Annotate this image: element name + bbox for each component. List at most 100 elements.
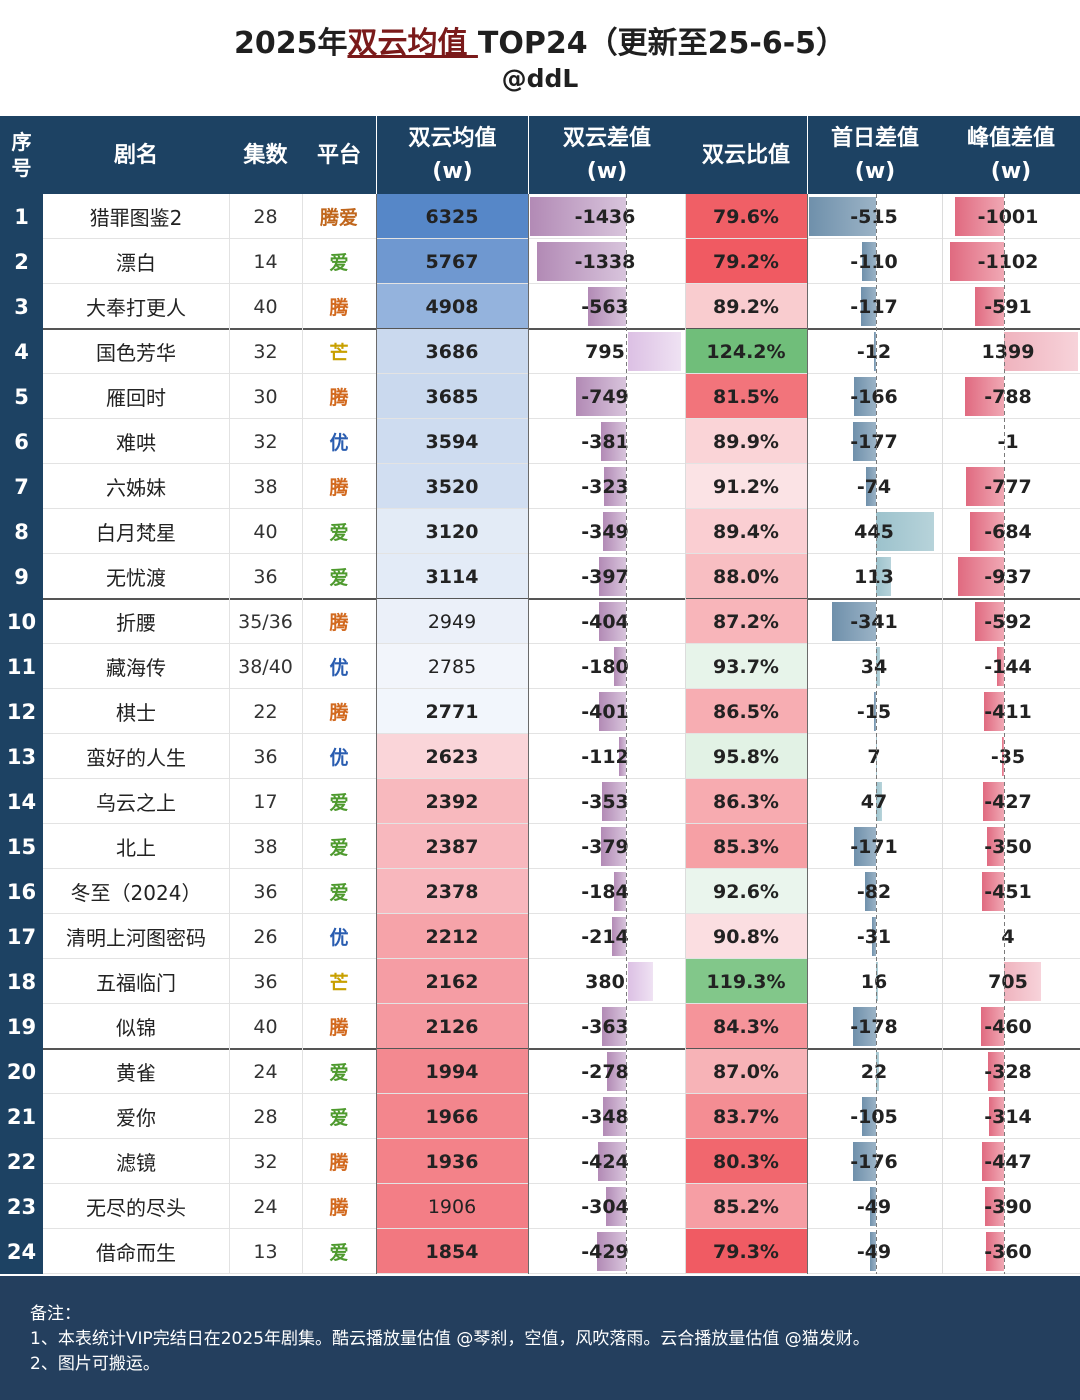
header-name: 剧名: [43, 116, 229, 194]
row-peak-bar: [996, 647, 1004, 686]
row-peak-bar: [974, 287, 1004, 326]
row-rank: 11: [0, 644, 43, 689]
row-platform: 爱: [329, 567, 349, 589]
row-avg-value: 3120: [376, 509, 528, 554]
row-diff-value: -749: [581, 385, 629, 408]
header-rank: 序号: [0, 116, 43, 194]
row-first-day-bar: [876, 782, 883, 821]
author-handle: @ddL: [501, 64, 579, 93]
row-title: 五福临门: [96, 971, 176, 995]
row-divider: [43, 1003, 1080, 1004]
notes-line-2: 2、图片可搬运。: [30, 1354, 160, 1374]
row-peak-value: -592: [984, 610, 1032, 633]
row-first-day-value: -49: [856, 1195, 892, 1218]
row-ratio-value: 84.3%: [685, 1004, 807, 1049]
row-first-day-bar: [876, 512, 934, 551]
row-episodes: 28: [253, 205, 278, 228]
row-rank: 17: [0, 914, 43, 959]
row-first-day-bar: [876, 962, 879, 1001]
row-diff-bar: [600, 827, 626, 866]
row-diff-bar: [599, 557, 626, 596]
header-peak-diff: 峰值差值 (w): [942, 116, 1080, 194]
row-first-day-bar: [869, 1187, 876, 1226]
bar-zero-axis: [626, 194, 627, 1274]
row-episodes: 28: [253, 1105, 278, 1128]
row-first-day-value: -178: [850, 1015, 898, 1038]
row-rank: 3: [0, 284, 43, 329]
row-ratio-value: 87.2%: [685, 599, 807, 644]
row-first-day-bar: [853, 1142, 876, 1181]
row-diff-value: 795: [585, 340, 625, 363]
row-ratio-value: 79.6%: [685, 194, 807, 239]
row-diff-value: -381: [581, 430, 629, 453]
row-platform: 优: [329, 747, 349, 769]
header-avg: 双云均值 (w): [376, 116, 528, 194]
row-platform: 爱: [329, 1107, 349, 1129]
row-title: 无尽的尽头: [86, 1196, 186, 1220]
row-divider: [43, 643, 1080, 644]
row-title: 滤镜: [116, 1151, 156, 1175]
row-diff-bar: [628, 332, 682, 371]
row-peak-value: -144: [984, 655, 1032, 678]
row-platform: 腾: [329, 1197, 349, 1219]
row-platform: 腾: [329, 1017, 349, 1039]
row-peak-bar: [981, 1007, 1004, 1046]
row-first-day-value: -49: [856, 1240, 892, 1263]
row-first-day-bar: [874, 332, 876, 371]
row-title: 乌云之上: [96, 791, 176, 815]
row-first-day-bar: [860, 287, 876, 326]
row-title: 六姊妹: [106, 476, 166, 500]
row-title: 折腰: [116, 611, 156, 635]
row-diff-bar: [600, 422, 626, 461]
row-title: 似锦: [116, 1016, 156, 1040]
row-avg-value: 3114: [376, 554, 528, 599]
row-divider: [43, 913, 1080, 914]
row-divider: [43, 283, 1080, 284]
row-first-day-bar: [853, 827, 876, 866]
row-title: 黄雀: [116, 1061, 156, 1085]
row-peak-bar: [984, 1187, 1004, 1226]
row-ratio-value: 92.6%: [685, 869, 807, 914]
row-peak-value: -1001: [977, 205, 1039, 228]
row-divider: [43, 1138, 1080, 1139]
row-diff-bar: [597, 1232, 626, 1271]
row-rank: 15: [0, 824, 43, 869]
row-diff-bar: [602, 512, 626, 551]
row-first-day-bar: [862, 1097, 876, 1136]
row-rank: 5: [0, 374, 43, 419]
row-diff-bar: [601, 1007, 626, 1046]
row-peak-value: -777: [984, 475, 1032, 498]
row-peak-value: -1102: [977, 250, 1039, 273]
row-diff-bar: [597, 1142, 626, 1181]
row-first-day-bar: [831, 602, 876, 641]
row-platform: 爱: [329, 837, 349, 859]
row-diff-bar: [530, 197, 626, 236]
row-title: 蛮好的人生: [86, 746, 186, 770]
row-diff-value: -379: [581, 835, 629, 858]
row-title: 雁回时: [106, 386, 166, 410]
row-diff-bar: [613, 647, 626, 686]
page-title: 2025年双云均值 TOP24（更新至25-6-5）: [233, 26, 847, 61]
column-divider: [302, 194, 303, 1274]
row-avg-value: 1994: [376, 1049, 528, 1094]
row-platform: 优: [329, 432, 349, 454]
row-ratio-value: 81.5%: [685, 374, 807, 419]
row-first-day-value: 34: [860, 655, 888, 678]
row-episodes: 38: [253, 835, 278, 858]
notes-line-1: 1、本表统计VIP完结日在2025年剧集。酷云播放量估值 @琴刹，空值，风吹落雨…: [30, 1329, 870, 1349]
row-avg-value: 5767: [376, 239, 528, 284]
row-episodes: 36: [253, 565, 278, 588]
row-rank: 10: [0, 599, 43, 644]
row-ratio-value: 89.9%: [685, 419, 807, 464]
row-diff-value: -401: [581, 700, 629, 723]
row-peak-value: -427: [984, 790, 1032, 813]
row-rank: 12: [0, 689, 43, 734]
row-diff-bar: [613, 872, 626, 911]
row-divider: [43, 1093, 1080, 1094]
header-rank-text: 序号: [11, 130, 32, 180]
row-divider: [43, 1048, 1080, 1050]
row-diff-value: -353: [581, 790, 629, 813]
row-avg-value: 2623: [376, 734, 528, 779]
row-peak-bar: [986, 1232, 1004, 1271]
row-title: 猎罪图鉴2: [89, 206, 183, 230]
